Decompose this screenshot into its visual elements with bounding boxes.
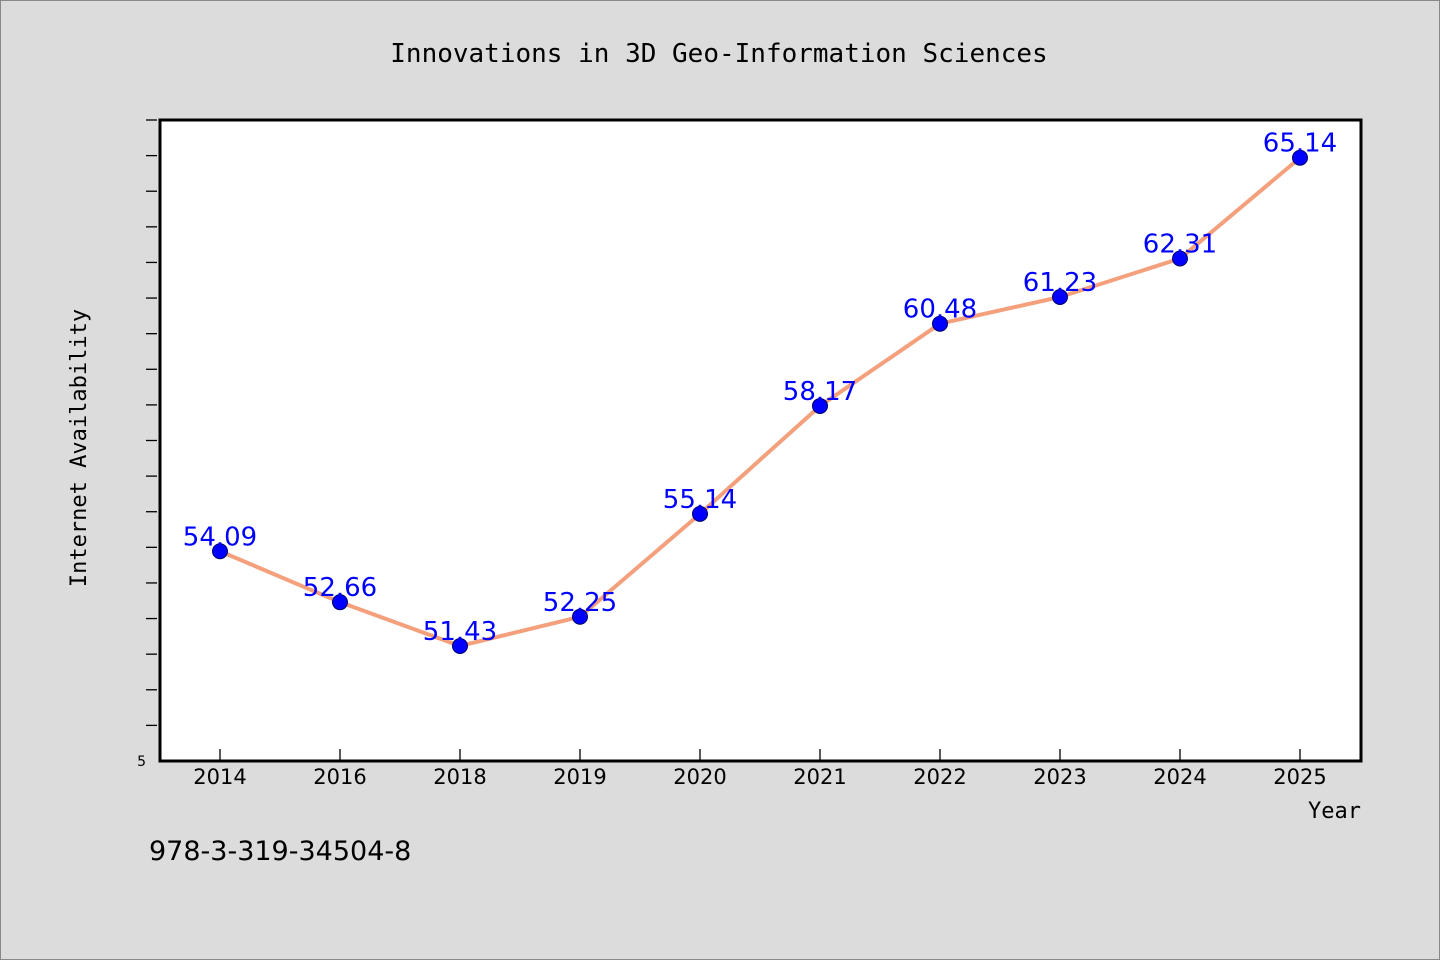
x-tick-label: 2024: [1153, 765, 1206, 789]
data-label: 52.25: [543, 588, 617, 618]
data-label-layer: 54.09 52.66 51.43 52.25 55.14 58.17 60.48 61.23…: [183, 129, 1337, 647]
data-label: 55.14: [663, 485, 737, 515]
x-tick-label: 2019: [553, 765, 606, 789]
data-label: 65.14: [1263, 129, 1337, 159]
data-point: [692, 505, 708, 522]
x-tick-label: 2014: [193, 765, 246, 789]
x-tick-label: 2018: [433, 765, 486, 789]
data-point: [932, 315, 948, 332]
x-axis-title: Year: [1308, 799, 1361, 824]
data-label: 58.17: [783, 377, 857, 407]
data-point: [212, 543, 228, 560]
data-label: 52.66: [303, 573, 377, 603]
data-label: 61.23: [1023, 268, 1097, 298]
y-tick-label: 5: [137, 754, 146, 770]
data-point: [1172, 250, 1188, 267]
x-tick-label: 2020: [673, 765, 726, 789]
data-label: 62.31: [1143, 230, 1217, 260]
data-label: 51.43: [423, 617, 497, 647]
plot-area: [158, 118, 1363, 763]
chart-title: Innovations in 3D Geo-Information Scienc…: [390, 39, 1047, 69]
data-point: [332, 594, 348, 611]
x-tick-label: 2025: [1273, 765, 1326, 789]
footer-code: 978-3-319-34504-8: [149, 836, 412, 867]
series-layer: [212, 149, 1308, 654]
x-axis-ticks: 2014 2016 2018 2019 2020 2021 2022 2023 2024 2025: [193, 749, 1327, 789]
data-point: [1052, 288, 1068, 305]
data-point: [572, 608, 588, 625]
x-tick-label: 2016: [313, 765, 366, 789]
y-axis-title: Internet Availability: [67, 309, 92, 587]
data-point: [1292, 149, 1308, 166]
x-tick-label: 2022: [913, 765, 966, 789]
x-tick-label: 2021: [793, 765, 846, 789]
data-point: [452, 637, 468, 654]
y-axis-ticks: 5: [137, 119, 157, 770]
data-label: 54.09: [183, 522, 257, 552]
series-line: [218, 155, 1302, 648]
data-label: 60.48: [903, 295, 977, 325]
data-point: [812, 397, 828, 414]
x-tick-label: 2023: [1033, 765, 1086, 789]
